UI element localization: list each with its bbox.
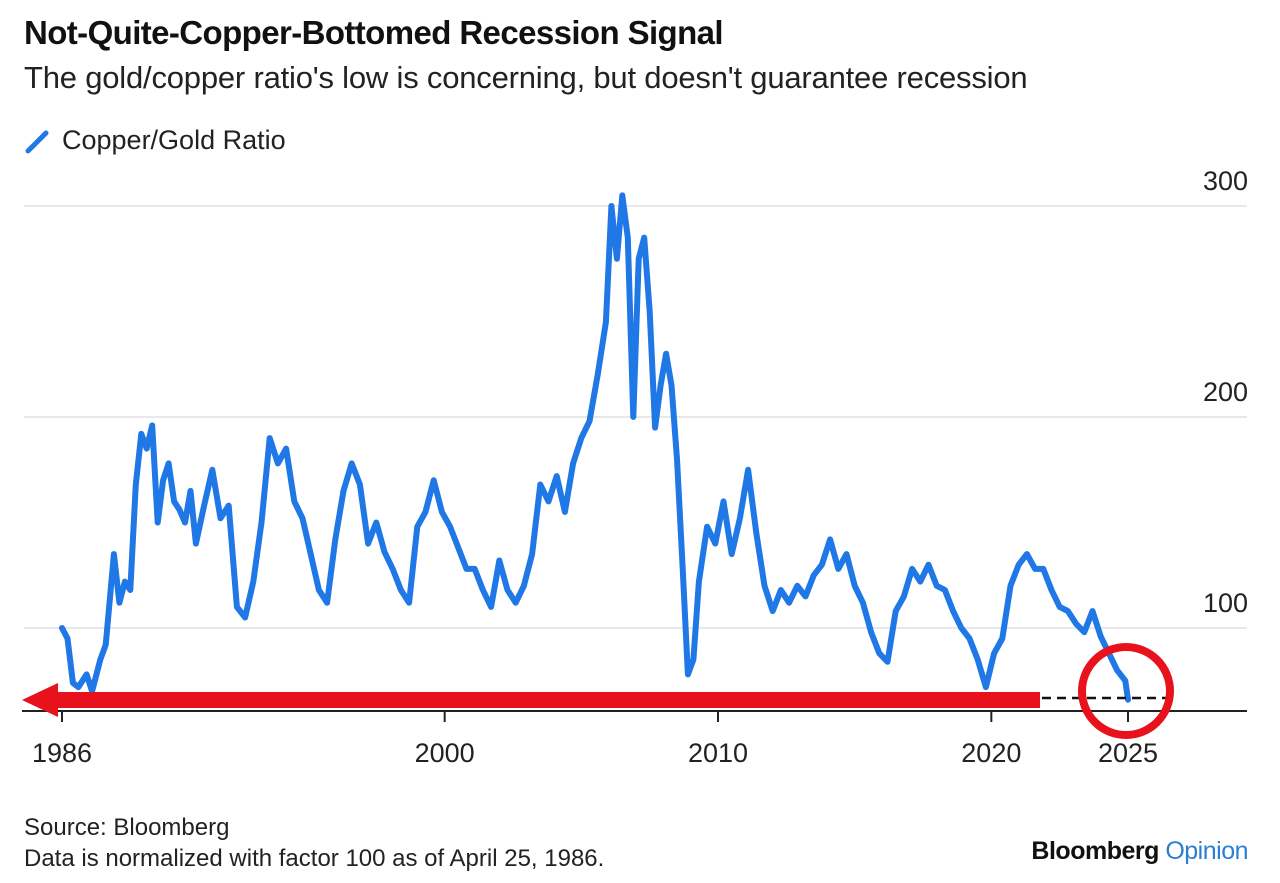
- y-tick-label-200: 200: [1203, 377, 1248, 407]
- x-tick-label-2025: 2025: [1098, 738, 1158, 768]
- x-tick-label-2000: 2000: [415, 738, 475, 768]
- legend: Copper/Gold Ratio: [24, 125, 286, 156]
- brand-logo: Bloomberg Opinion: [1031, 837, 1248, 866]
- line-swatch-icon: [25, 130, 49, 153]
- normalization-note: Data is normalized with factor 100 as of…: [24, 845, 605, 872]
- brand-primary: Bloomberg: [1031, 837, 1159, 865]
- source-text: Source: Bloomberg: [24, 814, 230, 841]
- annotations: [22, 643, 1174, 739]
- red-highlight-circle: [1078, 643, 1174, 739]
- source-note: Source: Bloomberg Data is normalized wit…: [24, 812, 604, 874]
- red-arrow-shaft: [52, 692, 1040, 708]
- red-arrow-head-icon: [22, 683, 58, 717]
- series-line-copper-gold-ratio: [59, 192, 1131, 703]
- chart-subtitle: The gold/copper ratio's low is concernin…: [24, 60, 1028, 95]
- x-tick-label-2020: 2020: [961, 738, 1021, 768]
- y-axis: 100 200 300: [1203, 166, 1248, 618]
- y-tick-label-300: 300: [1203, 166, 1248, 196]
- x-tick-label-2010: 2010: [688, 738, 748, 768]
- legend-label: Copper/Gold Ratio: [62, 125, 286, 155]
- y-tick-label-100: 100: [1203, 588, 1248, 618]
- chart-title: Not-Quite-Copper-Bottomed Recession Sign…: [24, 14, 724, 51]
- brand-secondary: Opinion: [1165, 837, 1248, 865]
- x-tick-label-1986: 1986: [32, 738, 92, 768]
- x-axis: 1986 2000 2010 2020 2025: [32, 711, 1158, 768]
